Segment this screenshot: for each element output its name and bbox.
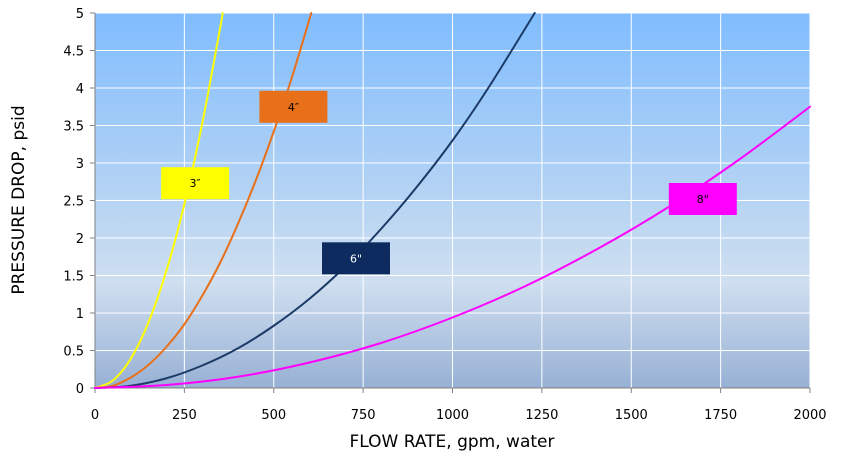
series-line-1 xyxy=(94,12,313,389)
series-label-text: 8" xyxy=(697,193,709,206)
y-tick-label: 4 xyxy=(76,82,84,97)
y-tick-label: 5 xyxy=(76,7,84,22)
x-tick-label: 1250 xyxy=(525,408,558,423)
series-line-0 xyxy=(94,12,224,389)
series-label-box xyxy=(259,90,328,123)
series-label-text: 4″ xyxy=(288,101,299,114)
y-tick-label: 1.5 xyxy=(63,270,84,285)
y-tick-label: 0.5 xyxy=(63,345,84,360)
axes xyxy=(90,12,811,393)
x-tick-label: 250 xyxy=(172,408,197,423)
x-tick-label: 0 xyxy=(91,408,99,423)
y-tick-label: 3.5 xyxy=(63,120,84,135)
y-tick-label: 4.5 xyxy=(63,45,84,60)
y-tick-label: 2 xyxy=(76,232,84,247)
series-line-2 xyxy=(94,12,536,389)
y-tick-label: 2.5 xyxy=(63,195,84,210)
series-label-1: 4″ xyxy=(259,90,328,123)
y-tick-label: 1 xyxy=(76,307,84,322)
x-tick-label: 2000 xyxy=(793,408,826,423)
series-label-text: 6" xyxy=(350,252,362,265)
x-tick-label: 1000 xyxy=(436,408,469,423)
y-tick-label: 0 xyxy=(76,382,84,397)
series-label-0: 3″ xyxy=(161,167,230,200)
series-label-3: 8" xyxy=(668,183,737,215)
x-tick-label: 500 xyxy=(261,408,286,423)
y-axis-title: PRESSURE DROP, psid xyxy=(9,105,29,294)
gridlines xyxy=(95,12,811,388)
series-label-text: 3″ xyxy=(190,177,201,190)
x-axis-title: FLOW RATE, gpm, water xyxy=(350,432,555,452)
x-tick-label: 1750 xyxy=(704,408,737,423)
series-label-2: 6" xyxy=(322,242,390,275)
series-label-box xyxy=(161,167,230,200)
tick-labels: 0 250 500 750 1000 1250 1500 1750 2000 0 0.5 1 1.5 2 2… xyxy=(63,7,826,423)
series-label-box xyxy=(322,242,390,275)
x-tick-label: 750 xyxy=(351,408,376,423)
y-tick-label: 3 xyxy=(76,157,84,172)
series-label-box xyxy=(668,183,737,215)
x-tick-label: 1500 xyxy=(615,408,648,423)
series-labels: 3″ 4″ 6" 8" xyxy=(161,90,737,275)
